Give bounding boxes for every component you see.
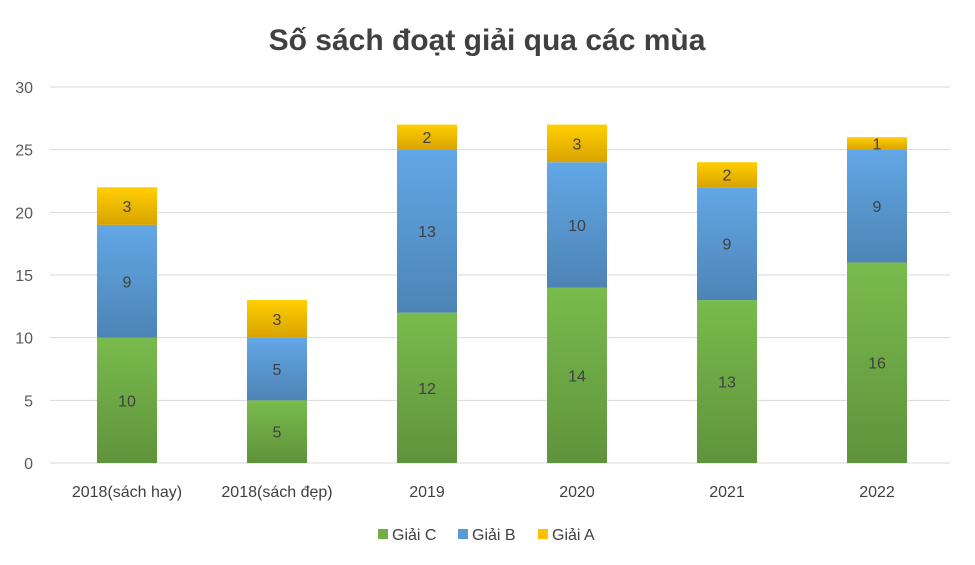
legend-label: Giải A [552, 527, 595, 544]
bar-segment [247, 300, 307, 338]
data-label: 3 [273, 312, 282, 329]
bar-segment [97, 187, 157, 225]
bar-segment [547, 124, 607, 163]
data-label: 1 [873, 136, 882, 153]
data-label: 13 [418, 224, 436, 241]
bar-segment [697, 162, 757, 188]
x-tick-label: 2021 [709, 484, 745, 501]
chart-title: Số sách đoạt giải qua các mùa [269, 24, 706, 57]
bar-segment [847, 262, 907, 463]
data-label: 9 [873, 199, 882, 216]
x-tick-label: 2020 [559, 484, 595, 501]
bar-segment [247, 400, 307, 463]
bar-segment [547, 287, 607, 463]
y-tick-label: 15 [15, 268, 33, 285]
data-label: 14 [568, 368, 586, 385]
bar-segment [847, 149, 907, 263]
data-label: 12 [418, 381, 436, 398]
data-label: 16 [868, 356, 886, 373]
bar-segment [247, 337, 307, 401]
y-tick-label: 20 [15, 205, 33, 222]
legend-swatch [458, 529, 468, 539]
data-label: 5 [273, 362, 282, 379]
bar-segment [397, 312, 457, 463]
data-label: 2 [423, 130, 432, 147]
y-tick-label: 25 [15, 143, 33, 160]
data-label: 2 [723, 168, 732, 185]
legend-swatch [378, 529, 388, 539]
x-tick-label: 2018(sách hay) [72, 484, 182, 501]
bar-segment [697, 187, 757, 301]
data-label: 3 [573, 136, 582, 153]
data-label: 10 [118, 393, 136, 410]
bar-segment [847, 137, 907, 150]
y-tick-label: 5 [24, 393, 33, 410]
x-tick-label: 2019 [409, 484, 445, 501]
bar-segment [547, 162, 607, 288]
legend-label: Giải B [472, 527, 516, 544]
legend-swatch [538, 529, 548, 539]
data-label: 5 [273, 425, 282, 442]
y-tick-label: 30 [15, 80, 33, 97]
data-label: 13 [718, 375, 736, 392]
bar-segment [97, 337, 157, 463]
x-tick-label: 2022 [859, 484, 895, 501]
bar-segment [697, 300, 757, 463]
data-label: 9 [723, 237, 732, 254]
bar-segment [97, 224, 157, 338]
legend-label: Giải C [392, 527, 436, 544]
bar-segment [397, 149, 457, 313]
data-label: 9 [123, 274, 132, 291]
y-tick-label: 0 [24, 456, 33, 473]
y-tick-label: 10 [15, 331, 33, 348]
data-label: 3 [123, 199, 132, 216]
bar-segment [397, 124, 457, 150]
x-tick-label: 2018(sách đẹp) [221, 484, 332, 501]
data-label: 10 [568, 218, 586, 235]
